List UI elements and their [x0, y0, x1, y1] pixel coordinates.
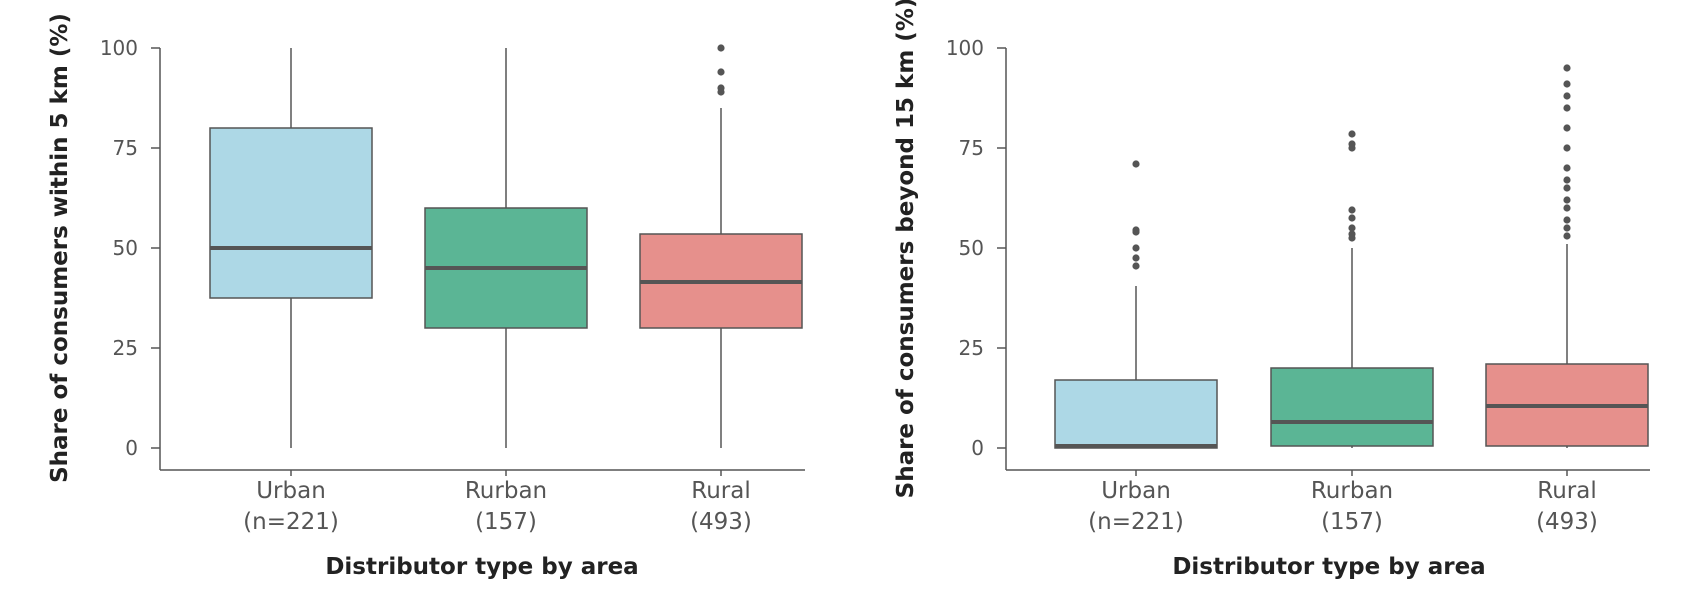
y-tick-label: 50	[959, 236, 984, 260]
y-tick-label: 0	[125, 436, 138, 460]
outlier-point	[1563, 224, 1571, 232]
left-boxplot-panel: 0 25 50 75 100 Share of consumers within 5 km…	[47, 13, 805, 580]
outlier-point	[1348, 130, 1356, 138]
iqr-box	[1054, 379, 1218, 449]
outlier-point	[1563, 232, 1571, 240]
box-rurban: Rurban (157)	[424, 48, 588, 535]
outlier-point	[717, 44, 725, 52]
box-rurban: Rurban (157)	[1270, 130, 1434, 535]
outlier-point	[1348, 214, 1356, 222]
y-tick-label: 25	[113, 336, 138, 360]
outlier-point	[1348, 224, 1356, 232]
category-label: Rural	[691, 478, 750, 504]
iqr-box	[209, 127, 373, 299]
y-tick-label: 50	[113, 236, 138, 260]
y-tick-label: 25	[959, 336, 984, 360]
outlier-point	[1563, 124, 1571, 132]
category-label: Rurban	[1311, 478, 1393, 504]
x-axis-title: Distributor type by area	[325, 554, 638, 580]
category-count-label: (157)	[475, 509, 537, 535]
category-label: Rurban	[465, 478, 547, 504]
y-tick-label: 75	[959, 136, 984, 160]
y-axis-title: Share of consumers within 5 km (%)	[47, 13, 73, 483]
outlier-point	[1563, 80, 1571, 88]
category-label: Urban	[1101, 478, 1171, 504]
outlier-point	[1348, 230, 1356, 238]
category-count-label: (493)	[1536, 509, 1598, 535]
outlier-point	[1563, 216, 1571, 224]
category-count-label: (n=221)	[1088, 509, 1184, 535]
box-urban: Urban (n=221)	[1054, 160, 1218, 535]
outlier-point	[717, 68, 725, 76]
box-urban: Urban (n=221)	[209, 48, 373, 535]
outlier-point	[1348, 140, 1356, 148]
outlier-point	[1563, 184, 1571, 192]
outlier-point	[1563, 196, 1571, 204]
outlier-point	[1563, 104, 1571, 112]
outlier-point	[717, 84, 725, 92]
x-axis-title: Distributor type by area	[1172, 554, 1485, 580]
y-tick-label: 100	[946, 36, 984, 60]
outlier-point	[1563, 164, 1571, 172]
category-label: Rural	[1537, 478, 1596, 504]
y-tick-label: 100	[100, 36, 138, 60]
outlier-point	[1563, 64, 1571, 72]
right-boxplot-panel: 0 25 50 75 100 Share of consumers beyond 15 k…	[893, 0, 1650, 580]
box-rural: Rural (493)	[1485, 64, 1649, 535]
iqr-box	[1270, 367, 1434, 447]
outlier-point	[1132, 262, 1140, 270]
outlier-point	[1132, 254, 1140, 262]
category-count-label: (493)	[690, 509, 752, 535]
y-tick-label: 75	[113, 136, 138, 160]
category-count-label: (n=221)	[243, 509, 339, 535]
outlier-point	[1563, 176, 1571, 184]
box-rural: Rural (493)	[639, 44, 803, 535]
outlier-point	[1563, 204, 1571, 212]
y-axis-title: Share of consumers beyond 15 km (%)	[893, 0, 919, 498]
outlier-point	[1348, 206, 1356, 214]
category-count-label: (157)	[1321, 509, 1383, 535]
outlier-point	[1132, 160, 1140, 168]
outlier-point	[1132, 226, 1140, 234]
category-label: Urban	[256, 478, 326, 504]
y-tick-label: 0	[971, 436, 984, 460]
outlier-point	[1132, 244, 1140, 252]
outlier-point	[1563, 92, 1571, 100]
outlier-point	[1563, 144, 1571, 152]
